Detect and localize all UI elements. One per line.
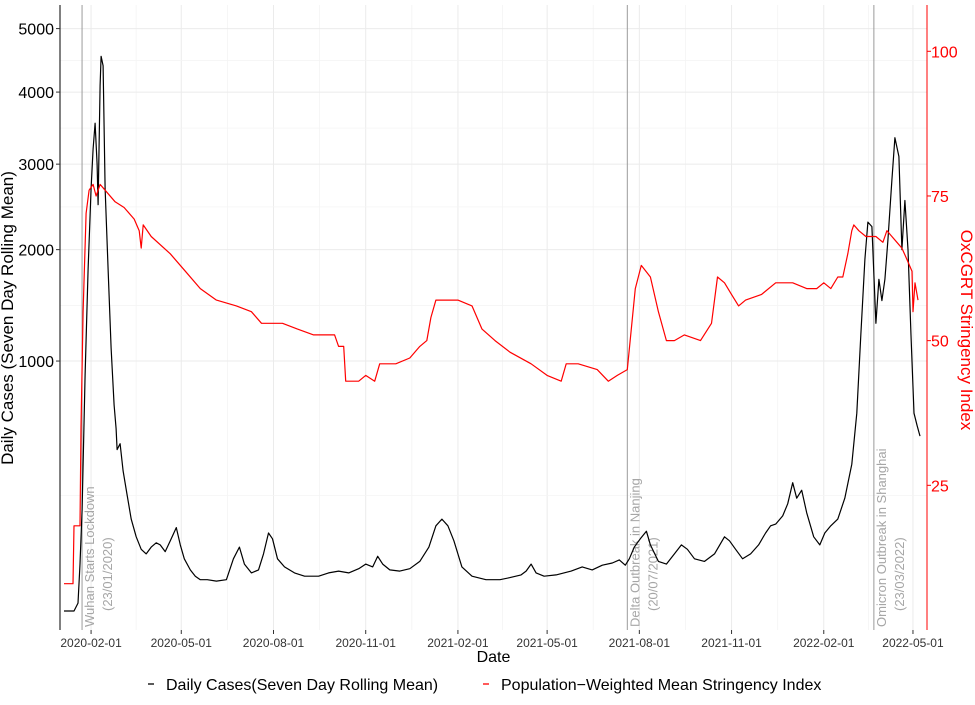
x-tick-label: 2020-08-01: [243, 636, 305, 650]
y-axis-label-right: OxCGRT Stringency Index: [957, 230, 975, 431]
y-axis-label-left: Daily Cases (Seven Day Rolling Mean): [0, 171, 17, 465]
x-tick-label: 2020-05-01: [151, 636, 213, 650]
y-right-tick-label: 100: [931, 44, 958, 61]
y-left-tick-label: 1000: [18, 354, 54, 371]
x-tick-label: 2020-11-01: [335, 636, 396, 650]
event-label: Wuhan Starts Lockdown: [82, 486, 97, 627]
legend-label: Population−Weighted Mean Stringency Inde…: [501, 677, 821, 694]
y-right-tick-label: 75: [931, 189, 949, 206]
event-label: Omicron Outbreak in Shanghai: [874, 448, 889, 627]
event-date-label: (20/07/2021): [645, 537, 660, 611]
y-left-tick-label: 4000: [18, 85, 54, 102]
x-tick-label: 2021-02-01: [427, 636, 489, 650]
legend-label: Daily Cases(Seven Day Rolling Mean): [166, 677, 438, 694]
x-tick-label: 2022-02-01: [793, 636, 855, 650]
daily-cases-line: [64, 55, 921, 612]
stringency-index-line: [64, 183, 919, 585]
axis-layer: 1000 2000 3000 4000 5000 25 50 75 100 2020-02-01 2…: [18, 5, 958, 650]
x-tick-label: 2022-05-01: [882, 636, 944, 650]
series-layer: [64, 55, 921, 612]
x-tick-label: 2020-02-01: [60, 636, 122, 650]
grid-layer: [60, 5, 927, 630]
x-axis-label: Date: [477, 649, 511, 666]
event-date-label: (23/01/2020): [100, 537, 115, 611]
x-tick-label: 2021-11-01: [701, 636, 762, 650]
y-left-tick-label: 5000: [18, 22, 54, 39]
event-label: Delta Outbreak in Nanjing: [627, 478, 642, 627]
x-tick-label: 2021-05-01: [516, 636, 578, 650]
y-left-tick-label: 2000: [18, 243, 54, 260]
y-right-tick-label: 25: [931, 478, 949, 495]
event-date-label: (23/03/2022): [892, 537, 907, 611]
annotation-layer: Wuhan Starts Lockdown (23/01/2020) Delta O…: [81, 5, 907, 630]
legend: Daily Cases(Seven Day Rolling Mean) Popul…: [148, 677, 821, 694]
y-left-tick-label: 3000: [18, 157, 54, 174]
x-tick-label: 2021-08-01: [609, 636, 671, 650]
y-right-tick-label: 50: [931, 334, 949, 351]
